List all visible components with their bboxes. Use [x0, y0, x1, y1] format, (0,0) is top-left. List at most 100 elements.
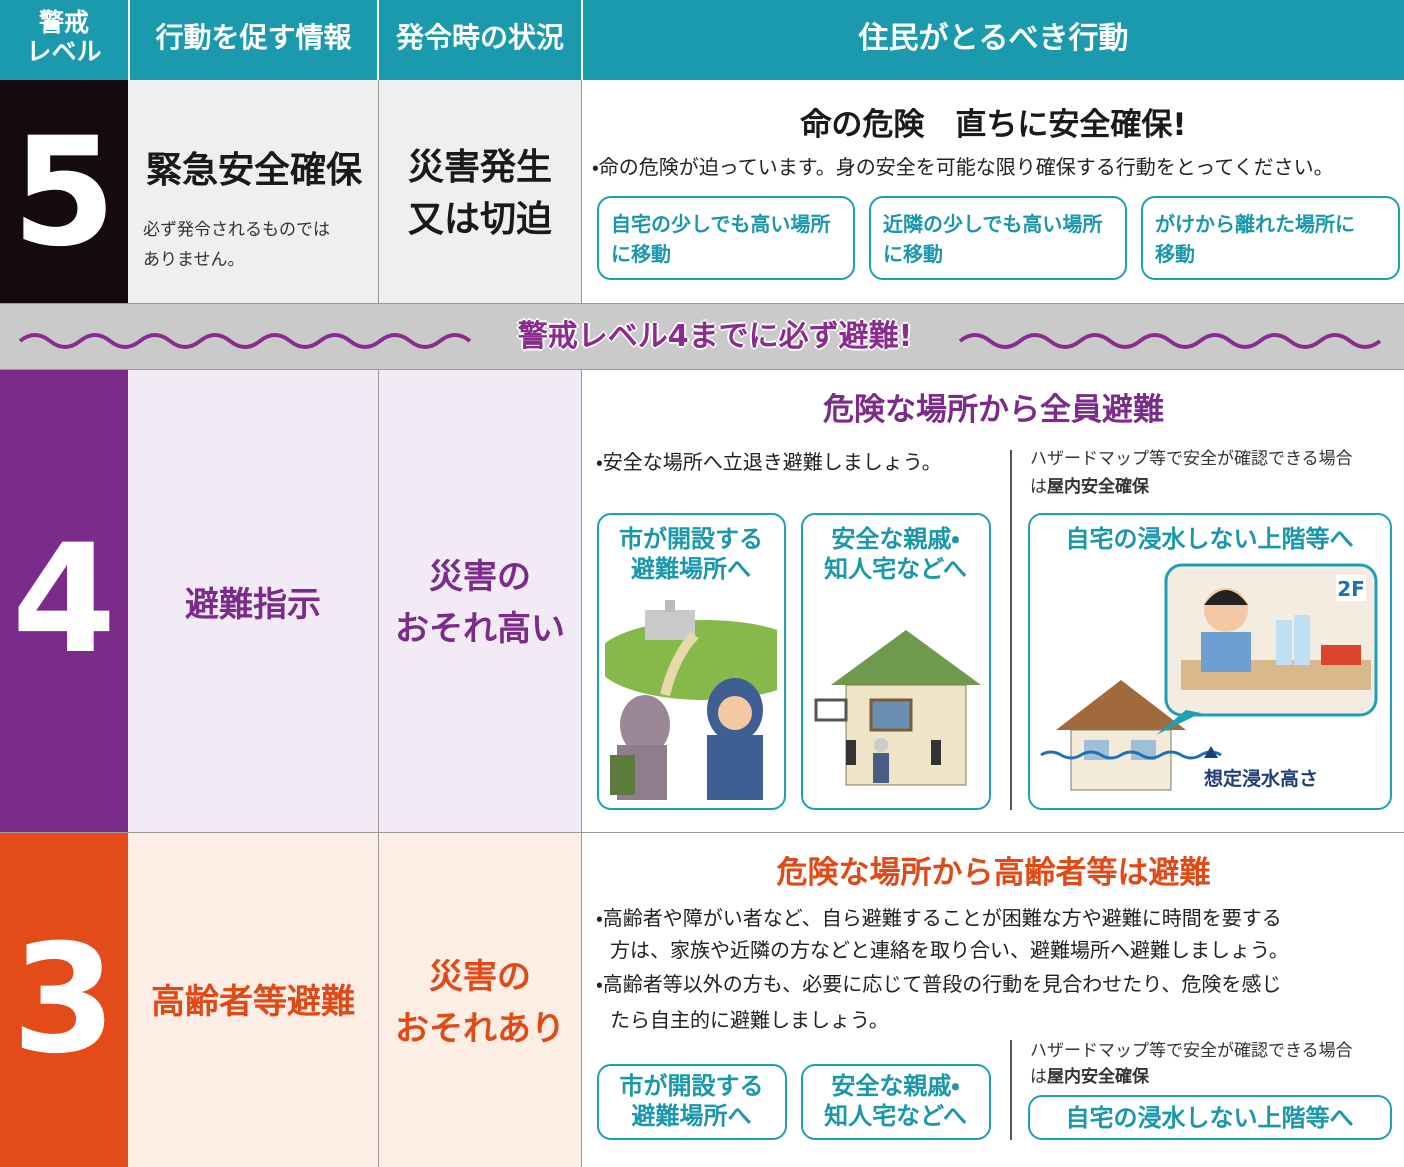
header-divider — [377, 0, 379, 80]
wave — [18, 333, 472, 349]
row-divider — [0, 832, 1404, 833]
decoration — [846, 740, 856, 765]
decoration — [1204, 590, 1248, 605]
decoration — [1201, 632, 1251, 672]
level3-number-cell — [0, 832, 128, 1167]
decoration — [814, 698, 848, 722]
level3-action-box: 安全な親戚・ 知人宅などへ — [801, 1064, 991, 1140]
level4-note: は屋内安全確保 — [1030, 479, 1149, 496]
decoration — [1056, 680, 1186, 730]
level5-situation: 災害発生 — [407, 147, 552, 188]
action-text: がけから離れた場所に — [1155, 212, 1355, 236]
header-info: 行動を促す情報 — [155, 21, 352, 54]
level5-headline: 命の危険 直ちに安全確保! — [800, 107, 1187, 143]
level4-number-cell — [0, 370, 128, 832]
level5-info-cell — [128, 80, 378, 303]
decoration — [707, 735, 763, 800]
decoration — [1131, 740, 1156, 760]
level3-situation: おそれあり — [395, 1009, 565, 1049]
action-text: 移動 — [1155, 242, 1195, 266]
note-text: は — [1030, 1067, 1047, 1087]
level5-info-note: ありません。 — [143, 250, 245, 270]
level4-note: ハザードマップ等で安全が確認できる場合 — [1030, 449, 1353, 469]
level4-action-box: 市が開設する 避難場所へ — [597, 513, 786, 810]
decoration — [718, 696, 752, 730]
decoration — [869, 698, 913, 732]
level3-action-box: 市が開設する 避難場所へ — [597, 1064, 787, 1140]
level5-number-cell — [0, 80, 128, 303]
illustration-house — [814, 630, 981, 786]
indoor-text: 自宅の浸水しない上階等へ — [1065, 1104, 1354, 1132]
level4-info-cell — [128, 370, 378, 832]
header-situation: 発令時の状況 — [395, 21, 564, 54]
decoration — [1294, 615, 1310, 665]
illustration-indoor: 2F 想定浸水高さ — [1040, 563, 1378, 791]
level5-situation-cell — [378, 80, 582, 303]
decoration — [1321, 645, 1361, 665]
level4-bullet: ・安全な場所へ立退き避難しましょう。 — [596, 450, 942, 474]
level5-action-box: がけから離れた場所に 移動 — [1141, 196, 1400, 280]
level4-headline: 危険な場所から全員避難 — [823, 392, 1164, 428]
note-text: は — [1030, 477, 1047, 497]
header-bar — [0, 0, 1404, 80]
level3-note: は屋内安全確保 — [1030, 1069, 1149, 1086]
header-action: 住民がとるべき行動 — [858, 21, 1129, 56]
action-text: 安全な親戚・ — [831, 525, 960, 553]
header-divider — [128, 0, 130, 80]
level3-number: 3 — [11, 913, 117, 1087]
level3-bullet: たら自主的に避難しましょう。 — [610, 1008, 889, 1032]
level3-bullet: ・高齢者や障がい者など、自ら避難することが困難な方や避難に時間を要する — [596, 906, 1282, 930]
level4-info: 避難指示 — [185, 585, 321, 625]
level5-action-box: 自宅の少しでも高い場所 に移動 — [597, 196, 855, 280]
level4-situation: おそれ高い — [395, 609, 565, 649]
level5-situation: 又は切迫 — [407, 199, 552, 240]
level4-number: 4 — [11, 513, 117, 687]
level5-bullet: ・命の危険が迫っています。身の安全を可能な限り確保する行動をとってください。 — [592, 155, 1334, 179]
level5-number: 5 — [11, 106, 117, 280]
wave — [958, 333, 1382, 349]
action-text: 市が開設する — [619, 1072, 764, 1100]
divider — [1010, 1040, 1012, 1140]
decoration — [1336, 575, 1366, 601]
banner-waves — [18, 333, 1382, 349]
divider — [1010, 450, 1012, 810]
decoration — [620, 695, 670, 755]
level3-note: ハザードマップ等で安全が確認できる場合 — [1030, 1041, 1353, 1061]
illustration-evacuation — [605, 600, 777, 800]
banner-text: 警戒レベル4までに必ず避難! — [517, 319, 913, 354]
action-text: 自宅の少しでも高い場所 — [611, 212, 831, 236]
action-text: 知人宅などへ — [824, 555, 967, 583]
action-text: 市が開設する — [619, 525, 763, 553]
level3-headline: 危険な場所から高齢者等は避難 — [776, 855, 1211, 891]
level4-situation-cell — [378, 370, 582, 832]
indoor-text: 自宅の浸水しない上階等へ — [1065, 525, 1354, 553]
decoration — [645, 610, 695, 640]
level3-bullet: ・高齢者等以外の方も、必要に応じて普段の行動を見合わせたり、危険を感じ — [596, 972, 1282, 996]
decoration — [873, 753, 889, 783]
floor-label: 2F — [1337, 577, 1365, 601]
header-divider — [581, 0, 583, 80]
decoration — [610, 755, 635, 795]
header-level-line: レベル — [26, 37, 102, 66]
level3-info-cell — [128, 832, 378, 1167]
decoration — [1156, 710, 1201, 735]
action-text: に移動 — [883, 242, 943, 266]
decoration — [831, 630, 981, 685]
banner — [0, 303, 1404, 370]
decoration — [665, 600, 675, 612]
header-level-line: 警戒 — [38, 8, 89, 37]
level3-indoor-box: 自宅の浸水しない上階等へ — [1028, 1095, 1392, 1140]
level3-bullet: 方は、家族や近隣の方などと連絡を取り合い、避難場所へ避難しましょう。 — [610, 938, 1289, 962]
action-text: 知人宅などへ — [824, 1102, 967, 1130]
level3-situation: 災害の — [429, 957, 531, 997]
action-text: 避難場所へ — [631, 1102, 752, 1130]
level5-action-box: 近隣の少しでも高い場所 に移動 — [869, 196, 1127, 280]
action-text: 近隣の少しでも高い場所 — [883, 212, 1103, 236]
level5-info-note: 必ず発令されるものでは — [143, 220, 330, 240]
action-text: 安全な親戚・ — [831, 1072, 960, 1100]
note-bold: 屋内安全確保 — [1047, 477, 1149, 497]
level4-indoor-box: 自宅の浸水しない上階等へ 2F 想定浸水高さ — [1028, 513, 1392, 810]
action-text: に移動 — [611, 242, 671, 266]
action-text: 避難場所へ — [631, 555, 751, 583]
